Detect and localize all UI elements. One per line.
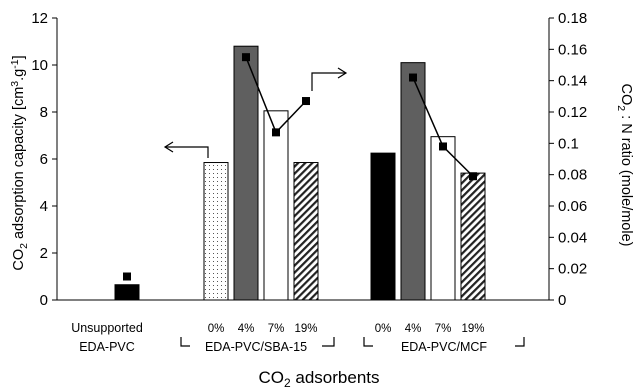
left-tick-label: 2 <box>40 245 48 262</box>
left-tick-label: 8 <box>40 104 48 121</box>
bars <box>114 45 486 301</box>
category-label-4: 19% <box>294 323 317 335</box>
bar-6 <box>400 62 426 301</box>
arrow-left-annotation <box>163 141 209 158</box>
left-tick-label: 10 <box>31 57 48 74</box>
group-label-mcf: EDA-PVC/MCF <box>401 340 487 354</box>
left-axis-title: CO2 adsorption capacity [cm3.g-1] <box>9 55 30 270</box>
right-tick-label: 0.1 <box>558 135 579 152</box>
bar-2 <box>233 45 259 301</box>
bar-0 <box>114 284 140 301</box>
ratio-point-4 <box>409 73 417 82</box>
group-label-unsupported-line2: EDA-PVC <box>79 340 135 354</box>
left-axis-ticks: 0 2 4 6 8 10 12 <box>31 10 57 309</box>
category-labels: 0% 4% 7% 19% 0% 4% 7% 19% <box>208 323 485 335</box>
bar-7 <box>430 136 456 301</box>
bar-4 <box>293 162 319 301</box>
ratio-point-1 <box>242 53 250 62</box>
left-tick-label: 12 <box>31 10 48 27</box>
ratio-point-0 <box>123 272 131 281</box>
bracket-sba15 <box>180 337 335 347</box>
left-tick-label: 6 <box>40 151 48 168</box>
ratio-point-3 <box>302 97 310 106</box>
ratio-point-5 <box>439 142 447 151</box>
category-label-7: 7% <box>435 323 452 335</box>
right-tick-label: 0.16 <box>558 41 587 58</box>
category-label-5: 0% <box>375 323 392 335</box>
right-tick-label: 0.14 <box>558 73 587 90</box>
ratio-point-2 <box>272 128 280 137</box>
category-label-1: 0% <box>208 323 225 335</box>
category-label-8: 19% <box>461 323 484 335</box>
right-axis-ticks: 0 0.02 0.04 0.06 0.08 0.1 0.12 0.14 0.16 0.18 <box>549 10 587 309</box>
bracket-mcf <box>363 337 525 347</box>
group-label-unsupported-line1: Unsupported <box>71 321 143 335</box>
right-tick-label: 0.12 <box>558 104 587 121</box>
bar-8 <box>460 172 486 301</box>
bar-1 <box>203 162 229 301</box>
right-tick-label: 0.06 <box>558 198 587 215</box>
bar-3 <box>263 110 289 301</box>
right-tick-label: 0.02 <box>558 261 587 278</box>
group-label-sba15: EDA-PVC/SBA-15 <box>205 340 307 354</box>
left-tick-label: 0 <box>40 292 48 309</box>
ratio-point-6 <box>469 172 477 181</box>
x-axis-title: CO2 adsorbents <box>258 368 379 389</box>
right-tick-label: 0.18 <box>558 10 587 27</box>
bar-5 <box>370 152 396 301</box>
left-tick-label: 4 <box>40 198 48 215</box>
ratio-points <box>123 53 477 281</box>
right-axis-title: CO2 : N ratio (mole/mole) <box>615 84 634 247</box>
right-tick-label: 0.08 <box>558 167 587 184</box>
arrow-right-annotation <box>311 67 348 91</box>
right-tick-label: 0 <box>558 292 566 309</box>
category-label-6: 4% <box>405 323 422 335</box>
category-label-2: 4% <box>238 323 255 335</box>
right-tick-label: 0.04 <box>558 229 587 246</box>
category-label-3: 7% <box>268 323 285 335</box>
